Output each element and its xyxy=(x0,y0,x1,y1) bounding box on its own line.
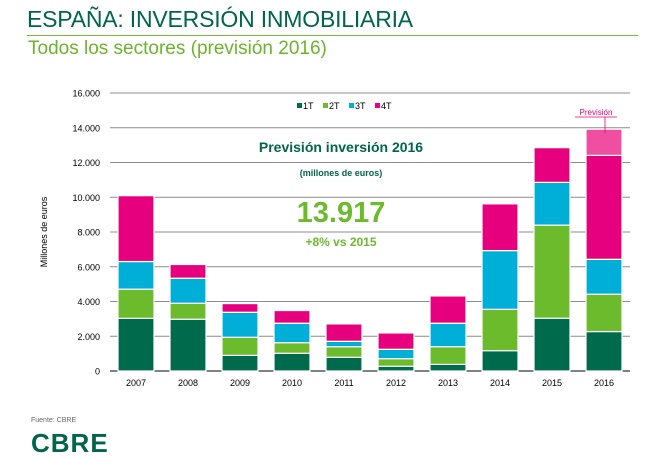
x-tick-label: 2016 xyxy=(594,378,614,388)
bar-2011-3T xyxy=(325,340,363,348)
y-tick-label: 6.000 xyxy=(77,262,100,272)
bar-2009-3T xyxy=(221,311,259,338)
bar-2014-4T xyxy=(481,203,519,252)
forecast-heading: Previsión inversión 2016 xyxy=(259,139,423,155)
page-title: ESPAÑA: INVERSIÓN INMOBILIARIA xyxy=(27,6,413,32)
title-divider xyxy=(27,35,638,36)
bar-2016-1T xyxy=(585,330,623,372)
bar-2007-4T xyxy=(117,195,155,263)
bar-2011-4T xyxy=(325,323,363,342)
x-tick-label: 2013 xyxy=(438,378,458,388)
bar-2007-2T xyxy=(117,288,155,319)
y-tick-label: 4.000 xyxy=(77,297,100,307)
bar-2012-2T xyxy=(377,358,415,367)
x-tick-label: 2011 xyxy=(334,378,353,388)
bar-2007-3T xyxy=(117,260,155,290)
bar-2008-2T xyxy=(169,302,207,320)
y-tick-label: 16.000 xyxy=(72,89,100,99)
bar-2015-3T xyxy=(533,181,571,226)
cbre-logo: CBRE xyxy=(31,428,109,458)
bar-2014-3T xyxy=(481,249,519,310)
legend-label-1T: 1T xyxy=(303,101,314,111)
bar-2009-1T xyxy=(221,354,259,372)
x-tick-label: 2010 xyxy=(282,378,302,388)
bar-2010-2T xyxy=(273,342,311,354)
forecast-change: +8% vs 2015 xyxy=(305,235,376,249)
bar-2013-4T xyxy=(429,295,467,324)
legend-swatch-1T xyxy=(297,103,302,108)
bar-2013-1T xyxy=(429,363,467,372)
bar-2016-prevision xyxy=(585,128,623,156)
bar-2014-2T xyxy=(481,308,519,352)
stacked-bar-chart: 2007 2008 2009 2010 2011 2012 2013 2014 2015 2016… xyxy=(39,89,630,388)
x-tick-label: 2008 xyxy=(178,378,198,388)
page-subtitle: Todos los sectores (previsión 2016) xyxy=(28,38,327,59)
x-tick-label: 2015 xyxy=(542,378,562,388)
bar-2007-1T xyxy=(117,317,155,372)
x-tick-label: 2014 xyxy=(490,378,510,388)
legend-label-4T: 4T xyxy=(381,101,392,111)
y-tick-label: 12.000 xyxy=(72,158,100,168)
x-tick-label: 2009 xyxy=(230,378,250,388)
bar-2015-4T xyxy=(533,147,571,183)
bar-2008-3T xyxy=(169,277,207,304)
bar-2013-3T xyxy=(429,322,467,348)
legend-swatch-4T xyxy=(375,103,380,108)
source-note: Fuente: CBRE xyxy=(31,417,77,424)
legend-label-2T: 2T xyxy=(329,101,340,111)
legend-swatch-3T xyxy=(349,103,354,108)
bar-2008-4T xyxy=(169,263,207,279)
bar-2010-4T xyxy=(273,309,311,324)
y-tick-label: 0 xyxy=(95,367,100,377)
y-tick-label: 10.000 xyxy=(72,193,100,203)
x-tick-label: 2012 xyxy=(386,378,406,388)
forecast-total: 13.917 xyxy=(297,197,386,229)
x-tick-label: 2007 xyxy=(126,378,146,388)
bar-2016-3T xyxy=(585,258,623,295)
bar-2008-1T xyxy=(169,318,207,372)
bar-2016-4T xyxy=(585,154,623,260)
bar-2016-2T xyxy=(585,293,623,333)
y-tick-label: 2.000 xyxy=(77,332,100,342)
forecast-label: Previsión xyxy=(580,108,613,117)
bar-2011-1T xyxy=(325,356,363,372)
forecast-unit-note: (millones de euros) xyxy=(300,168,383,178)
bar-2012-3T xyxy=(377,348,415,360)
y-axis-label: Millones de euros xyxy=(39,196,49,267)
bar-2015-1T xyxy=(533,317,571,372)
bar-2009-2T xyxy=(221,336,259,356)
legend-label-3T: 3T xyxy=(355,101,366,111)
y-tick-label: 8.000 xyxy=(77,228,100,238)
legend: 1T 2T 3T 4T xyxy=(297,101,392,111)
bar-2014-1T xyxy=(481,350,519,372)
y-tick-label: 14.000 xyxy=(72,123,100,133)
bar-2012-1T xyxy=(377,365,415,372)
bar-2010-3T xyxy=(273,322,311,344)
bar-2010-1T xyxy=(273,352,311,372)
bar-2011-2T xyxy=(325,346,363,358)
bar-2009-4T xyxy=(221,302,259,313)
bar-2012-4T xyxy=(377,332,415,350)
legend-swatch-2T xyxy=(323,103,328,108)
bar-2015-2T xyxy=(533,224,571,319)
bar-2013-2T xyxy=(429,346,467,365)
